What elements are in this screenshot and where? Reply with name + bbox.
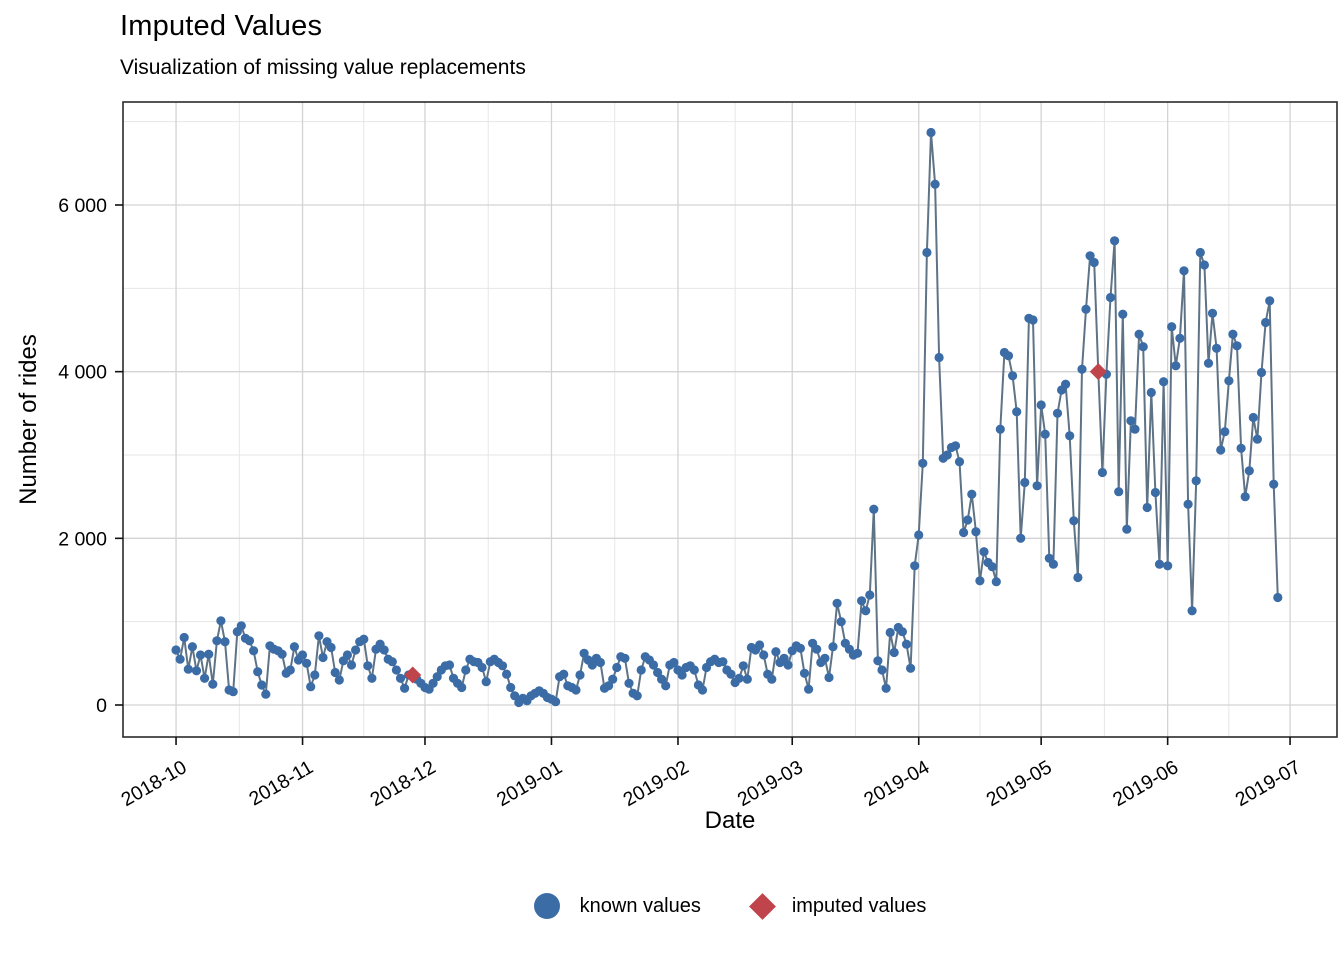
- panel-border: [122, 101, 1338, 738]
- grid-major: [123, 102, 1337, 737]
- legend-item-imputed-values: imputed values: [748, 892, 927, 920]
- svg-text:2019-03: 2019-03: [734, 756, 807, 811]
- svg-text:2018-10: 2018-10: [118, 756, 191, 811]
- svg-text:0: 0: [96, 695, 107, 717]
- known-values-circle-icon: [533, 893, 560, 919]
- imputed-values-diamond-icon: [748, 892, 776, 920]
- svg-text:6 000: 6 000: [58, 195, 107, 217]
- svg-text:2019-04: 2019-04: [860, 756, 933, 811]
- svg-text:2019-07: 2019-07: [1232, 756, 1305, 811]
- svg-text:2019-05: 2019-05: [983, 756, 1056, 811]
- grid-minor: [123, 102, 1337, 737]
- y-tick-labels: 0 2 000 4 000 6 000: [58, 195, 107, 717]
- imputed-value-points: [404, 363, 1107, 684]
- svg-text:2019-01: 2019-01: [493, 756, 566, 811]
- chart-subtitle: Visualization of missing value replaceme…: [120, 56, 526, 79]
- data-line: [175, 131, 1279, 704]
- axis-ticks: [115, 204, 1291, 745]
- svg-text:2019-06: 2019-06: [1109, 756, 1182, 811]
- svg-text:2018-11: 2018-11: [245, 756, 317, 810]
- legend-label-known: known values: [579, 894, 701, 917]
- legend: known values imputed values: [123, 882, 1337, 930]
- known-value-points: [171, 127, 1283, 708]
- x-axis-title: Date: [705, 807, 756, 834]
- svg-text:2 000: 2 000: [58, 528, 107, 550]
- chart-title: Imputed Values: [120, 10, 323, 42]
- x-tick-labels: 2018-10 2018-11 2018-12 2019-01 2019-02 2019-…: [118, 756, 1305, 811]
- svg-text:2018-12: 2018-12: [366, 756, 439, 811]
- legend-item-known-values: known values: [533, 893, 701, 919]
- svg-text:2019-02: 2019-02: [619, 756, 692, 811]
- legend-label-imputed: imputed values: [791, 894, 927, 917]
- y-axis-title: Number of rides: [15, 334, 42, 505]
- svg-text:4 000: 4 000: [58, 362, 107, 384]
